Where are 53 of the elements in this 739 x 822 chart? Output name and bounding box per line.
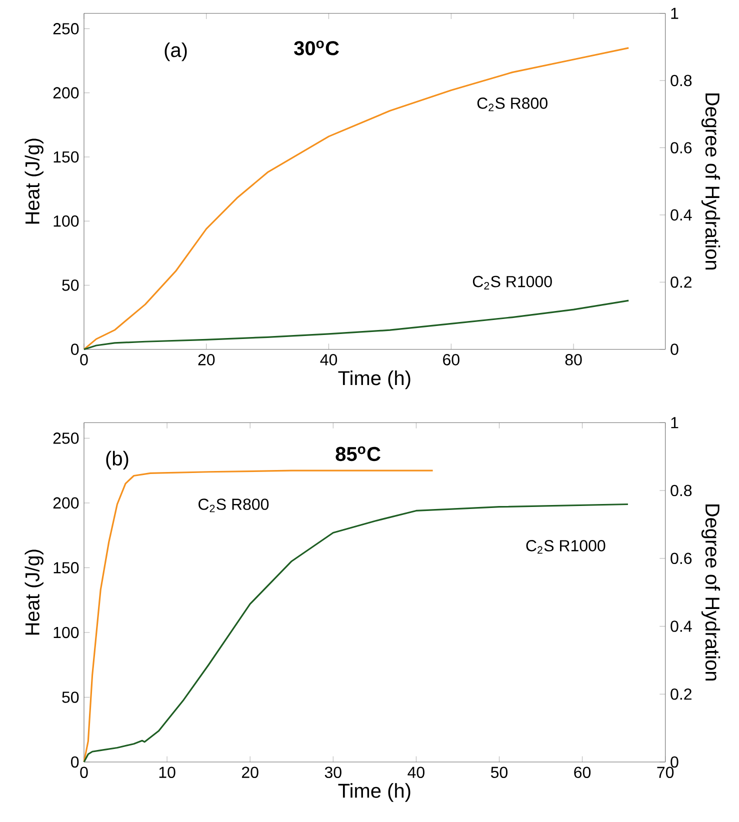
x-tick-label: 40 <box>408 766 424 778</box>
x-axis-title: Time (h) <box>338 783 410 802</box>
x-tick-label: 20 <box>198 354 215 366</box>
series-label: C$_{2}$S R1000 <box>472 276 552 290</box>
text: C$_{2}$S R1000 <box>526 540 606 554</box>
y2-tick-label: 0.6 <box>670 142 692 154</box>
x-tick-label: 20 <box>242 766 258 778</box>
x-tick-label: 50 <box>490 766 508 778</box>
y-tick-label: 250 <box>53 23 79 34</box>
y2-tick-label: 1 <box>671 8 678 19</box>
x-tick-label: 30 <box>324 766 342 778</box>
y-tick-label: 50 <box>62 692 79 703</box>
y-tick-label: 250 <box>53 432 79 444</box>
x-tick-label: 70 <box>657 766 674 778</box>
y2-tick-label: 0 <box>670 344 678 355</box>
y2-tick-label: 0.2 <box>670 688 692 700</box>
y-tick-label: 0 <box>71 344 79 355</box>
y2-tick-label: 1 <box>671 417 678 428</box>
y-tick-label: 200 <box>53 87 79 98</box>
x-tick-label: 0 <box>80 766 88 778</box>
y-tick-label: 0 <box>71 756 79 768</box>
y2-tick-label: 0.8 <box>670 74 692 86</box>
y-tick-label: 150 <box>54 562 79 574</box>
x-axis-title: Time (h) <box>338 370 410 390</box>
y-axis-title: Heat (J/g) <box>24 138 44 224</box>
y-tick-label: 100 <box>54 626 79 638</box>
text: 85$^{o}$C <box>336 446 380 462</box>
y-tick-label: 200 <box>53 497 79 509</box>
series-label: C$_{2}$S R800 <box>477 98 548 112</box>
x-tick-label: 80 <box>565 354 582 366</box>
x-tick-label: 60 <box>574 766 591 778</box>
y2-axis-title: Degree of Hydration <box>701 504 720 680</box>
line-series <box>83 470 434 763</box>
y2-tick-label: 0.6 <box>670 552 692 564</box>
y2-tick-label: 0.4 <box>670 620 692 632</box>
y-tick-label: 100 <box>54 215 79 227</box>
y2-tick-label: 0.2 <box>670 276 692 288</box>
y2-axis-title: Degree of Hydration <box>701 93 720 270</box>
x-tick-label: 60 <box>443 354 460 366</box>
y2-tick-label: 0.8 <box>670 484 692 496</box>
x-tick-label: 40 <box>320 354 338 366</box>
y2-tick-label: 0.4 <box>670 209 692 221</box>
annotation: (b) <box>106 450 128 470</box>
line-series <box>83 300 630 350</box>
annotation: (a) <box>164 42 187 62</box>
series-label: C$_{2}$S R800 <box>198 498 269 512</box>
y-axis-title: Heat (J/g) <box>24 550 44 635</box>
y-tick-label: 50 <box>62 280 79 291</box>
text: 30$^{o}$C <box>294 40 339 56</box>
y-tick-label: 150 <box>54 151 79 163</box>
x-tick-label: 0 <box>80 354 88 366</box>
x-tick-label: 10 <box>159 766 176 778</box>
y2-tick-label: 0 <box>670 756 678 768</box>
